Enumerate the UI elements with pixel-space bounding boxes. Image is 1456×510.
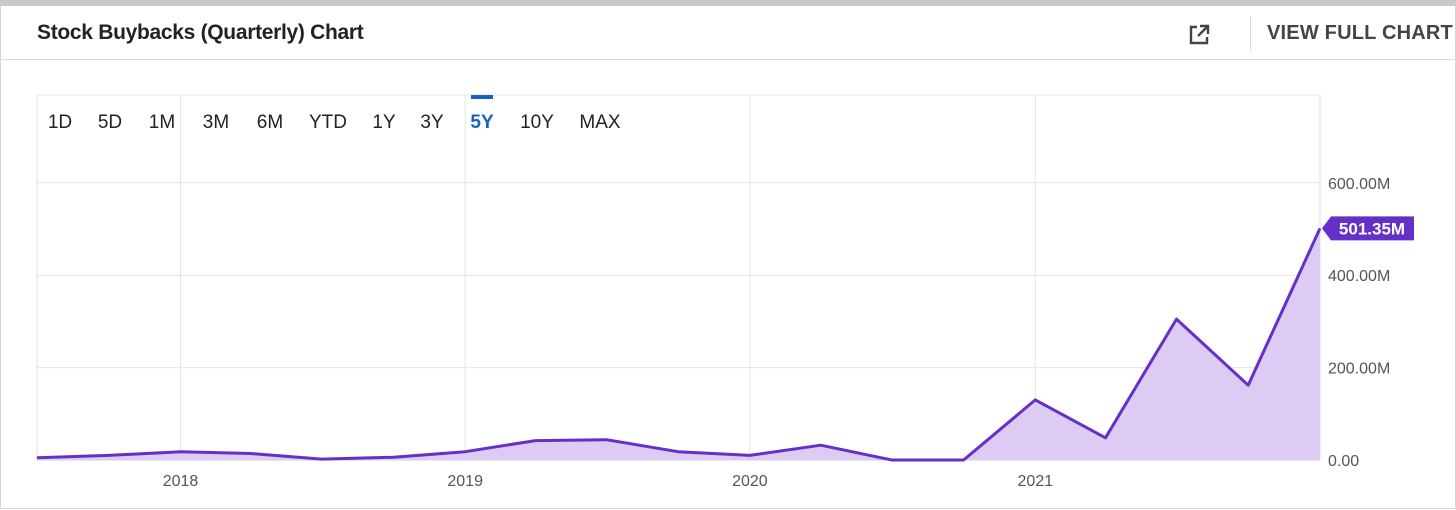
y-tick-label-1: 200.00M (1328, 361, 1390, 378)
x-tick-label-2: 2020 (732, 473, 768, 490)
area-layer (36, 227, 1322, 462)
card-header: Stock Buybacks (Quarterly) Chart VIEW FU… (1, 6, 1455, 60)
y-axis: 0.00 200.00M 400.00M 600.00M (1328, 176, 1390, 470)
range-1d-button[interactable]: 1D (48, 112, 72, 133)
x-axis: 2018 2019 2020 2021 (163, 473, 1054, 490)
last-value-label: 501.35M (1339, 219, 1405, 238)
range-ytd-button[interactable]: YTD (309, 112, 347, 133)
range-max-button[interactable]: MAX (579, 112, 621, 133)
series-area-fill (37, 228, 1320, 460)
external-link-icon[interactable] (1186, 22, 1212, 48)
range-5d-button[interactable]: 5D (98, 112, 122, 133)
x-tick-label-0: 2018 (163, 473, 199, 490)
range-active-indicator (471, 95, 493, 99)
x-tick-label-1: 2019 (447, 473, 483, 490)
range-5y-button[interactable]: 5Y (470, 112, 494, 133)
range-3y-button[interactable]: 3Y (420, 112, 444, 133)
range-1y-button[interactable]: 1Y (372, 112, 396, 133)
range-3m-button[interactable]: 3M (203, 112, 229, 133)
x-tick-label-3: 2021 (1018, 473, 1054, 490)
y-tick-label-0: 0.00 (1328, 453, 1359, 470)
y-tick-label-2: 400.00M (1328, 268, 1390, 285)
range-1m-button[interactable]: 1M (149, 112, 175, 133)
header-divider (1250, 16, 1251, 50)
card-title: Stock Buybacks (Quarterly) Chart (37, 21, 364, 44)
view-full-chart-link[interactable]: VIEW FULL CHART (1267, 22, 1453, 44)
range-selector: 1D 5D 1M 3M 6M YTD 1Y 3Y 5Y 10Y MAX (48, 95, 621, 133)
last-value-marker: 501.35M (1322, 216, 1414, 241)
last-value-badge (1322, 216, 1414, 241)
range-10y-button[interactable]: 10Y (520, 112, 554, 133)
top-accent-bar (0, 0, 1456, 6)
range-6m-button[interactable]: 6M (257, 112, 283, 133)
y-tick-label-3: 600.00M (1328, 176, 1390, 193)
